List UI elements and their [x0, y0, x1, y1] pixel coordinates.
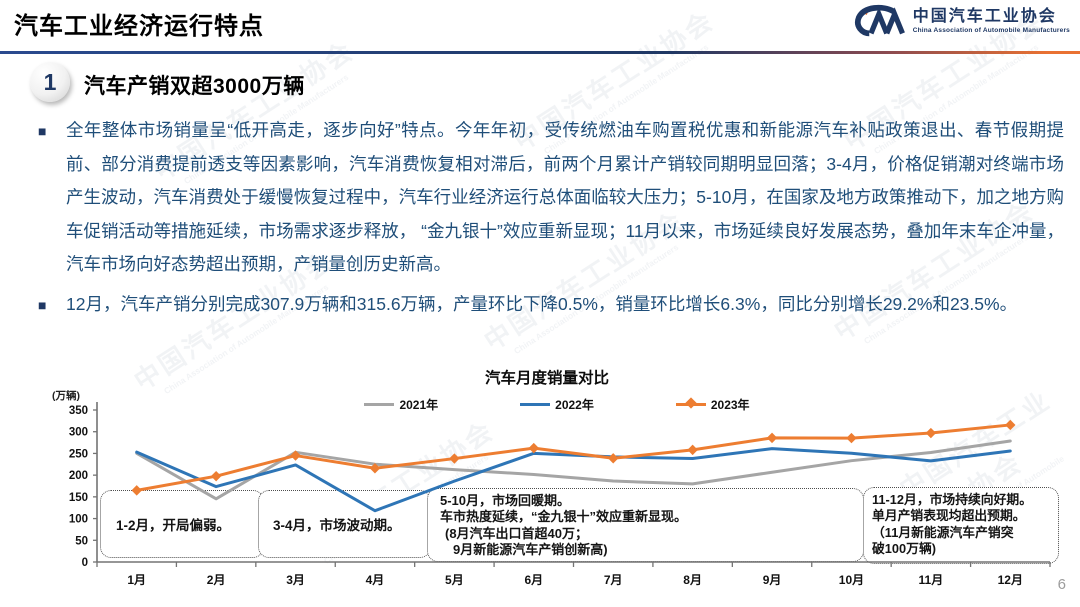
legend-label: 2023年	[710, 397, 750, 412]
x-tick-label: 5月	[445, 573, 464, 587]
bullet-text: 全年整体市场销量呈“低开高走，逐步向好”特点。今年年初，受传统燃油车购置税优惠和…	[66, 120, 1064, 275]
bullet-square-icon: ■	[38, 123, 47, 139]
section-number-badge: 1	[30, 62, 70, 102]
data-point-marker	[925, 427, 937, 439]
data-point-marker	[1005, 419, 1016, 431]
legend-label: 2021年	[399, 397, 439, 412]
data-point-marker	[290, 450, 301, 461]
legend-diamond-icon	[685, 397, 697, 409]
section-number: 1	[43, 68, 57, 95]
data-point-marker	[766, 432, 778, 444]
bullet-item: ■ 全年整体市场销量呈“低开高走，逐步向好”特点。今年年初，受传统燃油车购置税优…	[38, 114, 1064, 282]
chart-unit-label: (万辆)	[52, 390, 80, 402]
legend-item: 2021年	[364, 396, 438, 413]
chart-legend: 2021年 2022年 2023年	[97, 396, 1017, 412]
legend-line-swatch	[520, 402, 551, 406]
data-point-marker	[608, 453, 619, 464]
x-tick-label: 7月	[604, 573, 623, 587]
page-number: 6	[1057, 576, 1066, 593]
bullet-item: ■ 12月，汽车产销分别完成307.9万辆和315.6万辆，产量环比下降0.5%…	[38, 288, 1064, 322]
y-tick-label: 100	[69, 514, 88, 526]
y-tick-label: 300	[69, 427, 88, 439]
x-tick-label: 6月	[524, 573, 543, 587]
legend-label: 2022年	[555, 397, 594, 412]
bullet-list: ■ 全年整体市场销量呈“低开高走，逐步向好”特点。今年年初，受传统燃油车购置税优…	[38, 114, 1064, 322]
y-tick-label: 350	[69, 405, 88, 417]
series-line-2023年	[135, 423, 1012, 492]
x-tick-label: 2月	[207, 573, 226, 587]
data-point-marker	[846, 432, 857, 444]
y-tick-label: 200	[69, 470, 88, 482]
y-tick-label: 250	[69, 448, 88, 460]
legend-item: 2023年	[675, 396, 750, 413]
y-tick-label: 0	[82, 557, 88, 569]
chart-annotation-may-oct: 5-10月，市场回暖期。 车市热度延续，“金九银十”效应重新显现。 (8月汽车出…	[427, 488, 864, 562]
x-tick-label: 9月	[763, 573, 782, 587]
caam-logo-icon	[854, 4, 905, 37]
section-heading: 汽车产销双超3000万辆	[84, 75, 305, 98]
page-title: 汽车工业经济运行特点	[14, 13, 264, 40]
y-tick-label: 50	[75, 535, 88, 547]
x-tick-label: 11月	[919, 573, 944, 587]
logo-org-name-en: China Association of Automobile Manufact…	[912, 26, 1070, 34]
legend-line-swatch	[675, 397, 706, 409]
data-point-marker	[369, 463, 381, 474]
bullet-square-icon: ■	[38, 296, 47, 313]
header-divider	[0, 51, 1080, 54]
data-point-marker	[687, 444, 698, 456]
legend-item: 2022年	[520, 396, 594, 413]
x-tick-label: 4月	[366, 573, 385, 587]
legend-line-swatch	[364, 402, 395, 406]
bullet-text: 12月，汽车产销分别完成307.9万辆和315.6万辆，产量环比下降0.5%，销…	[66, 293, 1018, 314]
x-tick-label: 12月	[998, 573, 1023, 587]
chart-annotation-nov-dec: 11-12月，市场持续向好期。 单月产销表现均超出预期。 （11月新能源汽车产销…	[863, 487, 1059, 564]
x-tick-label: 1月	[127, 573, 146, 587]
chart-annotation-mar-apr: 3-4月，市场波动期。	[258, 490, 431, 558]
x-tick-label: 3月	[286, 573, 305, 587]
data-point-marker	[528, 442, 539, 454]
caam-logo: 中国汽车工业协会 China Association of Automobile…	[850, 4, 1070, 40]
y-tick-label: 150	[69, 492, 88, 504]
data-point-marker	[210, 470, 222, 482]
logo-org-name: 中国汽车工业协会	[912, 8, 1057, 26]
data-point-marker	[449, 453, 460, 464]
chart-annotation-jan-feb: 1-2月，开局偏弱。	[100, 490, 264, 558]
x-tick-label: 10月	[839, 573, 864, 587]
chart-title: 汽车月度销量对比	[484, 370, 609, 387]
x-tick-label: 8月	[683, 573, 702, 587]
